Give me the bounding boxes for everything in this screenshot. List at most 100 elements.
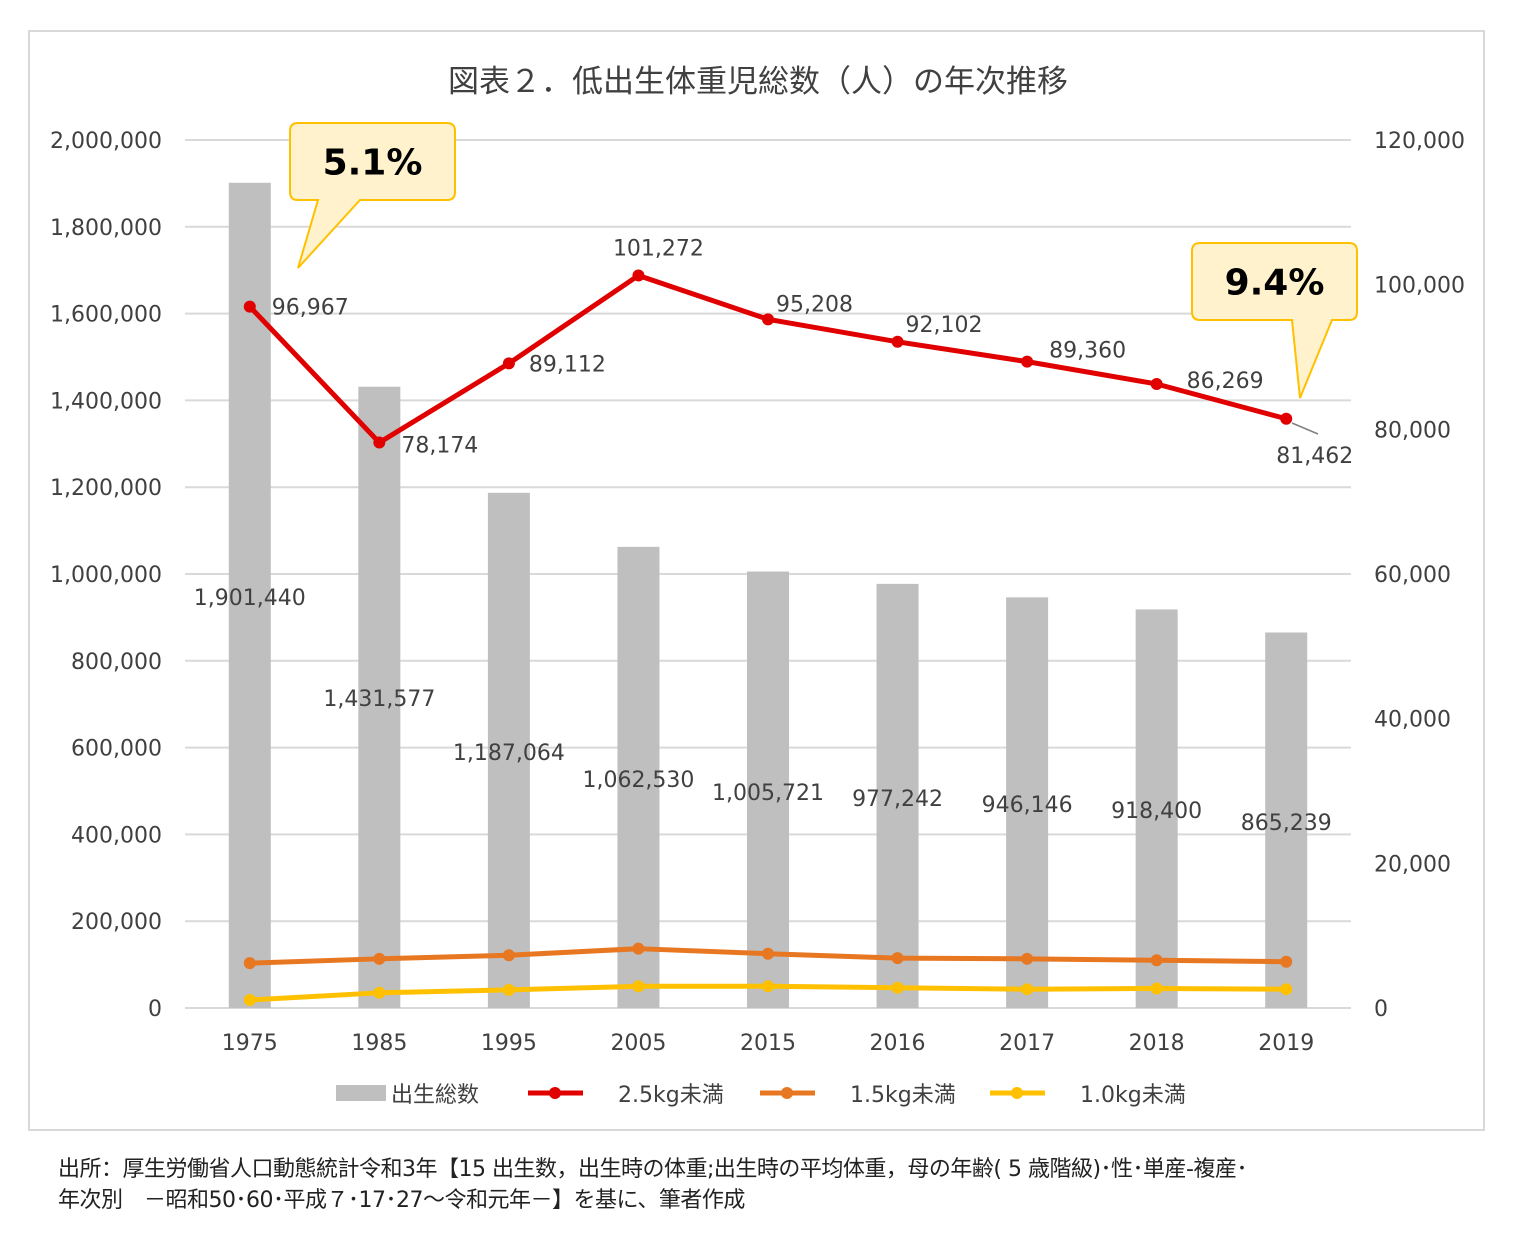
point-2.5kg未満 xyxy=(1150,377,1163,390)
legend-marker xyxy=(549,1087,561,1099)
point-2.5kg未満 xyxy=(1021,355,1034,368)
point-1.5kg未満 xyxy=(502,949,515,962)
bar-data-label: 977,242 xyxy=(852,787,943,812)
source-note: 出所：厚生労働省人口動態統計令和3年【15 出生数，出生時の体重;出生時の平均体… xyxy=(58,1154,1488,1216)
left-tick-label: 400,000 xyxy=(71,823,162,848)
bar-2005 xyxy=(617,546,660,1008)
line-data-label: 78,174 xyxy=(401,434,478,459)
point-1.0kg未満 xyxy=(1150,982,1163,995)
point-1.0kg未満 xyxy=(1280,983,1293,996)
legend-marker xyxy=(1011,1087,1023,1099)
annotation-1975-callout-text: 5.1% xyxy=(323,143,423,184)
bar-data-label: 865,239 xyxy=(1241,811,1332,836)
line-data-label: 92,102 xyxy=(906,313,983,338)
point-1.0kg未満 xyxy=(373,986,386,999)
legend-label: 1.0kg未満 xyxy=(1080,1083,1186,1108)
line-data-label: 86,269 xyxy=(1187,369,1264,394)
x-tick-label: 2017 xyxy=(999,1031,1055,1056)
x-tick-label: 2015 xyxy=(740,1031,796,1056)
left-tick-label: 600,000 xyxy=(71,737,162,762)
point-1.5kg未満 xyxy=(762,947,774,960)
right-tick-label: 80,000 xyxy=(1374,418,1451,443)
point-1.5kg未満 xyxy=(243,957,256,970)
bar-2018 xyxy=(1135,609,1178,1008)
left-tick-label: 1,200,000 xyxy=(50,476,162,501)
point-2.5kg未満 xyxy=(891,335,904,348)
bar-data-label: 1,187,064 xyxy=(453,741,565,766)
left-tick-label: 1,600,000 xyxy=(50,303,162,328)
point-1.5kg未満 xyxy=(891,952,904,965)
line-data-label: 81,462 xyxy=(1276,444,1353,469)
chart-frame xyxy=(28,30,1485,1131)
right-tick-label: 20,000 xyxy=(1374,852,1451,877)
left-tick-label: 1,800,000 xyxy=(50,216,162,241)
bar-data-label: 946,146 xyxy=(982,793,1073,818)
x-tick-label: 2016 xyxy=(870,1031,926,1056)
point-1.0kg未満 xyxy=(243,994,256,1007)
leader-line xyxy=(1291,422,1319,435)
point-1.5kg未満 xyxy=(1021,952,1034,965)
point-1.5kg未満 xyxy=(1280,955,1293,968)
bar-1985 xyxy=(358,386,401,1009)
bar-2016 xyxy=(876,583,919,1008)
bar-2015 xyxy=(747,571,789,1008)
bar-data-label: 918,400 xyxy=(1111,799,1202,824)
left-tick-label: 2,000,000 xyxy=(50,129,162,154)
point-2.5kg未満 xyxy=(632,269,645,282)
point-1.0kg未満 xyxy=(1021,983,1034,996)
point-1.0kg未満 xyxy=(762,980,774,993)
bar-data-label: 1,431,577 xyxy=(323,687,435,712)
bar-data-label: 1,901,440 xyxy=(194,586,306,611)
annotation-1975-callout xyxy=(289,122,456,269)
point-2.5kg未満 xyxy=(1280,412,1293,425)
x-tick-label: 2005 xyxy=(610,1031,666,1056)
legend-marker xyxy=(781,1087,793,1099)
left-tick-label: 1,000,000 xyxy=(50,563,162,588)
legend-swatch-出生総数 xyxy=(336,1085,386,1101)
x-tick-label: 2018 xyxy=(1129,1031,1185,1056)
right-tick-label: 0 xyxy=(1374,997,1388,1022)
point-1.0kg未満 xyxy=(891,981,904,994)
line-data-label: 89,112 xyxy=(529,352,606,377)
annotation-2019-callout xyxy=(1191,242,1358,399)
source-line-1: 出所：厚生労働省人口動態統計令和3年【15 出生数，出生時の体重;出生時の平均体… xyxy=(58,1157,1248,1182)
line-data-label: 95,208 xyxy=(776,292,853,317)
legend-label: 出生総数 xyxy=(391,1083,479,1108)
point-2.5kg未満 xyxy=(502,357,515,370)
line-2.5kg未満 xyxy=(247,272,1287,446)
point-2.5kg未満 xyxy=(243,300,256,313)
bar-1995 xyxy=(487,492,530,1008)
left-tick-label: 800,000 xyxy=(71,650,162,675)
line-data-label: 101,272 xyxy=(613,236,704,261)
point-1.5kg未満 xyxy=(632,942,645,955)
point-1.5kg未満 xyxy=(373,952,386,965)
point-1.0kg未満 xyxy=(502,983,515,996)
bar-2017 xyxy=(1006,597,1049,1008)
legend-label: 2.5kg未満 xyxy=(618,1083,724,1108)
left-tick-label: 0 xyxy=(148,997,162,1022)
annotation-2019-callout-text: 9.4% xyxy=(1225,263,1325,304)
bar-2019 xyxy=(1265,632,1308,1008)
left-tick-label: 1,400,000 xyxy=(50,389,162,414)
chart-title: 図表２．低出生体重児総数（人）の年次推移 xyxy=(448,64,1068,100)
source-line-2: 年次別 －昭和50･60･平成７･17･27～令和元年－】を基に、筆者作成 xyxy=(58,1188,745,1213)
x-tick-label: 1985 xyxy=(351,1031,407,1056)
legend-label: 1.5kg未満 xyxy=(850,1083,956,1108)
point-2.5kg未満 xyxy=(373,436,386,449)
line-data-label: 96,967 xyxy=(272,296,349,321)
point-1.0kg未満 xyxy=(632,980,645,993)
bar-data-label: 1,005,721 xyxy=(712,781,824,806)
right-tick-label: 120,000 xyxy=(1374,129,1465,154)
right-tick-label: 40,000 xyxy=(1374,708,1451,733)
left-tick-label: 200,000 xyxy=(71,910,162,935)
x-tick-label: 2019 xyxy=(1258,1031,1314,1056)
right-tick-label: 100,000 xyxy=(1374,274,1465,299)
x-tick-label: 1975 xyxy=(222,1031,278,1056)
line-data-label: 89,360 xyxy=(1049,339,1126,364)
bar-data-label: 1,062,530 xyxy=(582,768,694,793)
point-1.5kg未満 xyxy=(1150,954,1163,967)
point-2.5kg未満 xyxy=(762,313,774,326)
right-tick-label: 60,000 xyxy=(1374,563,1451,588)
x-tick-label: 1995 xyxy=(481,1031,537,1056)
